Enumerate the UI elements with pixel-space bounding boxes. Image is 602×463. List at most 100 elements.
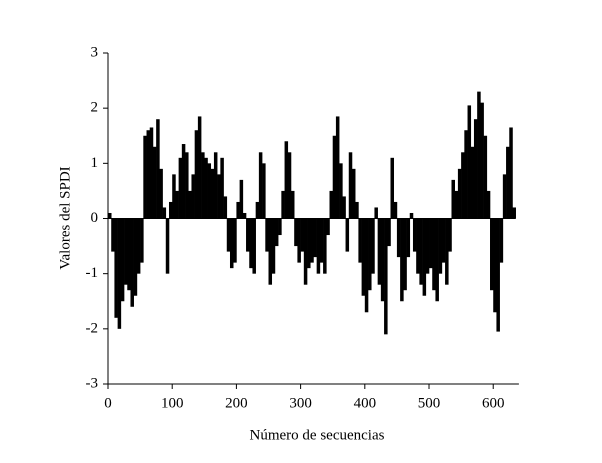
x-tick-label: 300 — [289, 395, 312, 411]
bar — [140, 218, 144, 263]
bar — [477, 91, 481, 219]
y-tick-label: 0 — [91, 210, 99, 226]
bar — [265, 218, 269, 252]
bar — [429, 218, 433, 269]
bar — [146, 130, 151, 219]
bar — [313, 218, 317, 258]
y-tick-label: -2 — [86, 320, 99, 336]
bar — [396, 218, 401, 258]
bar — [432, 218, 436, 291]
bar — [117, 218, 122, 329]
y-tick-label: 3 — [91, 44, 99, 60]
bar — [461, 152, 465, 219]
bar — [108, 212, 112, 219]
bar — [236, 201, 240, 219]
bar — [326, 218, 330, 236]
bar — [493, 218, 497, 313]
bar — [345, 218, 350, 252]
bar — [194, 130, 199, 219]
bar — [178, 157, 183, 219]
bar — [441, 218, 446, 263]
bar — [435, 218, 439, 302]
bar — [483, 135, 488, 219]
x-tick-label: 0 — [104, 395, 112, 411]
bar — [136, 218, 141, 274]
bar — [290, 190, 295, 219]
bar — [438, 218, 443, 274]
bar — [486, 190, 491, 219]
bar — [278, 218, 282, 236]
bar — [255, 201, 260, 219]
bar — [242, 212, 247, 219]
bar — [271, 218, 276, 274]
bar — [380, 218, 385, 302]
bar — [204, 157, 208, 219]
bar — [310, 218, 314, 263]
bar — [162, 207, 167, 219]
bar — [400, 218, 404, 302]
y-axis-label: Valores del SPDI — [57, 166, 73, 269]
bar — [368, 218, 372, 291]
bar — [509, 127, 513, 219]
bar — [213, 152, 218, 219]
bar — [223, 196, 228, 219]
bar — [502, 174, 507, 219]
bar — [506, 146, 510, 219]
y-tick-label: 2 — [91, 100, 99, 116]
bar — [454, 190, 459, 219]
bar — [143, 135, 147, 219]
bar — [473, 119, 478, 219]
bar — [425, 218, 430, 274]
x-tick-label: 200 — [225, 395, 248, 411]
bar — [262, 163, 266, 219]
bar — [207, 163, 212, 219]
bar — [416, 218, 420, 274]
bar — [149, 127, 154, 219]
bar — [361, 218, 366, 296]
bar — [403, 218, 407, 291]
bar — [316, 218, 321, 274]
bar — [246, 218, 250, 252]
bar — [319, 218, 324, 263]
bar — [133, 218, 138, 296]
y-tick-label: -1 — [86, 265, 99, 281]
bar — [303, 218, 308, 285]
bar — [239, 179, 244, 219]
bar — [185, 152, 189, 219]
bar — [201, 152, 205, 219]
bar — [448, 218, 452, 252]
bar — [512, 207, 516, 219]
bar — [364, 218, 369, 313]
bar — [165, 218, 170, 274]
bar — [419, 218, 423, 285]
bar — [130, 218, 134, 307]
bar — [496, 218, 500, 332]
bar — [406, 218, 411, 258]
bar — [470, 146, 475, 219]
bar — [152, 146, 157, 219]
x-tick-label: 100 — [161, 395, 184, 411]
bar — [412, 218, 417, 252]
bar — [358, 218, 362, 263]
bar — [294, 218, 298, 247]
bar — [371, 218, 375, 274]
bar — [114, 218, 118, 318]
bar — [499, 218, 504, 263]
bar — [159, 168, 163, 219]
y-tick-label: -3 — [86, 375, 99, 391]
bar — [274, 218, 279, 247]
bar — [297, 218, 301, 263]
bar — [374, 207, 378, 219]
x-tick-label: 500 — [418, 395, 441, 411]
bar — [284, 141, 289, 219]
bar — [124, 218, 128, 285]
bar — [191, 174, 195, 219]
bar — [409, 212, 414, 219]
bar — [120, 218, 125, 302]
bar — [355, 201, 359, 219]
bar — [384, 218, 388, 335]
bar — [457, 168, 462, 219]
bar — [197, 116, 202, 219]
bar — [393, 201, 398, 219]
